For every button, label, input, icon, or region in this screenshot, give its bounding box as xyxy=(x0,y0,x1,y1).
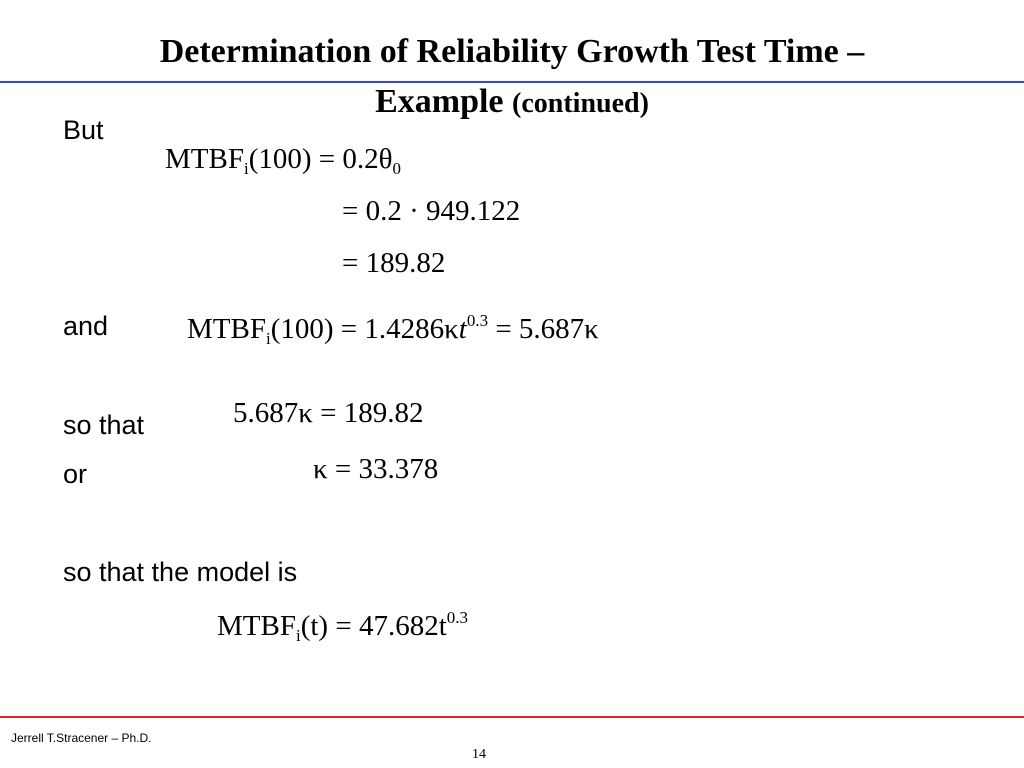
slide-title-line-1: Determination of Reliability Growth Test… xyxy=(159,33,865,70)
equation-step-3: = 189.82 xyxy=(342,247,446,279)
equation-kappa-eq: 5.687κ = 189.82 xyxy=(233,397,424,429)
page-number: 14 xyxy=(472,747,486,762)
equation-mtbf-100: MTBFi(100) = 0.2θ0 xyxy=(165,143,402,178)
top-divider xyxy=(0,81,1024,83)
label-so-that: so that xyxy=(63,410,145,440)
bottom-divider xyxy=(0,716,1024,718)
equation-mtbf-kappa: MTBFi(100) = 1.4286κt0.3 = 5.687κ xyxy=(187,311,599,348)
equation-step-2: = 0.2 · 949.122 xyxy=(342,195,521,227)
label-and: and xyxy=(63,311,109,341)
label-or: or xyxy=(63,459,88,489)
equation-kappa-value: κ = 33.378 xyxy=(313,453,439,485)
label-model-intro: so that the model is xyxy=(63,557,298,587)
slide-title-line-2: Example (continued) xyxy=(0,82,1024,124)
title-example: Example xyxy=(375,83,504,120)
equation-model: MTBFi(t) = 47.682t0.3 xyxy=(217,608,469,645)
footer-author: Jerrell T.Stracener – Ph.D. xyxy=(11,731,152,745)
title-continued: (continued) xyxy=(512,88,649,119)
label-but: But xyxy=(63,115,104,145)
